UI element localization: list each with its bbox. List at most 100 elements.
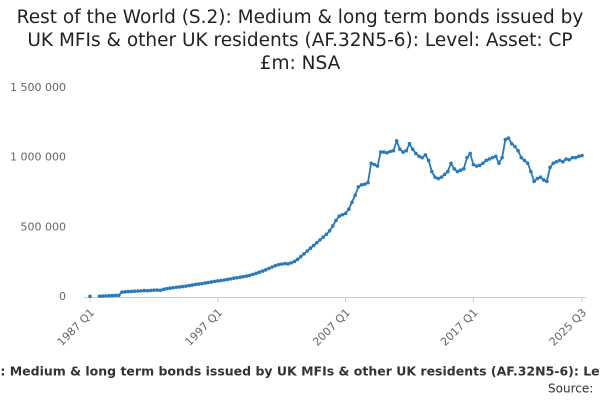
data-point [442, 172, 447, 177]
data-point [388, 149, 393, 154]
data-point [289, 261, 294, 265]
data-point [500, 155, 504, 160]
data-point [142, 288, 147, 293]
data-point [436, 176, 441, 181]
data-point [247, 273, 252, 278]
data-point [337, 214, 341, 218]
data-point [203, 281, 207, 285]
data-point [129, 289, 134, 294]
data-point [177, 285, 182, 289]
data-point [241, 274, 246, 279]
data-point [231, 276, 236, 280]
data-point [404, 148, 409, 153]
data-point [398, 147, 402, 152]
data-point [145, 288, 150, 293]
data-point [525, 161, 530, 166]
data-point [567, 157, 572, 162]
data-point [100, 294, 105, 298]
y-tick-label: 1 000 000 [10, 151, 66, 164]
data-point [88, 294, 92, 299]
data-point [279, 262, 284, 266]
data-point [346, 207, 351, 212]
data-point [251, 272, 255, 277]
data-point [410, 147, 415, 152]
data-point [423, 153, 428, 157]
data-point [308, 246, 313, 251]
data-point [519, 155, 524, 160]
data-point [318, 238, 322, 242]
data-point [548, 165, 552, 170]
data-point [430, 169, 434, 174]
data-point [331, 224, 335, 228]
data-point [477, 163, 482, 168]
data-point [286, 262, 290, 266]
data-point [378, 150, 383, 154]
data-point [139, 289, 143, 293]
data-point [465, 155, 469, 160]
data-point [509, 141, 514, 146]
data-point [487, 157, 492, 161]
data-point [148, 288, 153, 293]
legend-label: Rest of the World (S.2): Medium & long t… [0, 364, 600, 379]
data-point [426, 158, 431, 163]
series-line [99, 137, 583, 298]
data-point [391, 148, 396, 153]
data-point [209, 280, 214, 284]
data-point [161, 287, 166, 292]
x-tick-label: 1987 Q1 [55, 306, 98, 349]
data-point [311, 243, 316, 248]
data-point [292, 259, 297, 264]
data-point [497, 161, 501, 166]
data-point [385, 150, 389, 155]
data-point [529, 169, 533, 174]
data-point [276, 262, 281, 267]
data-point [503, 137, 508, 142]
data-point [439, 175, 444, 179]
data-point [158, 288, 163, 293]
data-point [580, 153, 584, 158]
data-point [97, 294, 102, 298]
data-point [254, 271, 258, 276]
data-point [219, 278, 223, 283]
data-point [461, 167, 466, 171]
data-point [407, 141, 412, 146]
data-point [564, 157, 568, 161]
data-point [513, 144, 517, 149]
data-point [417, 154, 421, 159]
data-point [168, 286, 172, 291]
data-point [375, 164, 380, 168]
data-point [532, 179, 536, 184]
data-point [369, 161, 373, 166]
data-point [468, 151, 472, 156]
data-point [267, 266, 271, 271]
data-point [366, 180, 370, 185]
data-point [187, 283, 191, 288]
data-point [324, 232, 329, 237]
data-point [136, 289, 140, 293]
data-point [257, 270, 262, 274]
source: Source: [548, 382, 593, 396]
y-tick-label: 1 500 000 [10, 81, 66, 94]
data-point [123, 290, 127, 294]
data-point [215, 279, 220, 283]
data-point [126, 289, 131, 294]
data-point [353, 193, 357, 198]
data-point [557, 158, 562, 163]
data-point [350, 200, 354, 205]
data-point [315, 240, 319, 245]
data-point [107, 293, 111, 298]
data-point [401, 150, 405, 154]
data-point [471, 162, 476, 167]
data-point [449, 161, 453, 166]
data-point [522, 158, 527, 163]
x-tick-label: 2007 Q1 [310, 306, 353, 349]
data-point [302, 252, 306, 256]
x-tick-label: 1997 Q1 [182, 306, 225, 349]
data-point [452, 167, 457, 171]
data-point [538, 175, 543, 179]
data-point [244, 274, 249, 278]
data-point [299, 254, 303, 259]
data-point [516, 148, 520, 153]
data-point [104, 294, 108, 298]
